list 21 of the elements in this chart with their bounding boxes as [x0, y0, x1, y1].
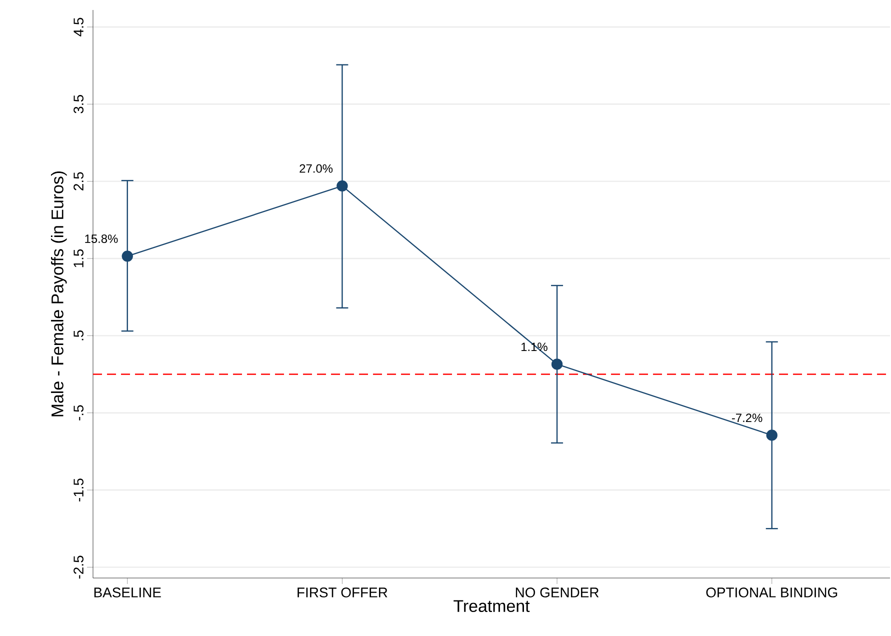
x-axis-title: Treatment	[454, 600, 530, 612]
point	[551, 358, 563, 370]
annotation: 27.0%	[300, 164, 333, 173]
y-tick-label: -.5	[74, 405, 84, 420]
x-tick-label: BASELINE	[94, 588, 161, 598]
point	[122, 250, 133, 262]
x-tick-label: FIRST OFFER	[298, 588, 388, 598]
annotation: 15.8%	[85, 234, 118, 243]
point	[336, 180, 348, 192]
y-tick-label: 1.5	[74, 249, 84, 268]
y-tick-label: -1.5	[74, 478, 84, 502]
x-tick-label: OPTIONAL BINDING	[706, 588, 838, 598]
y-tick-label: 4.5	[74, 18, 84, 36]
x-tick-label: NO GENDER	[516, 588, 599, 598]
y-tick-label: 3.5	[74, 95, 84, 114]
y-tick-label: .5	[74, 330, 84, 340]
y-axis-title: Male - Female Payoffs (in Euros)	[50, 171, 67, 416]
y-tick-label: -2.5	[74, 556, 84, 579]
point	[766, 430, 778, 441]
y-tick-label: 2.5	[74, 172, 84, 190]
annotation: -7.2%	[732, 414, 762, 422]
